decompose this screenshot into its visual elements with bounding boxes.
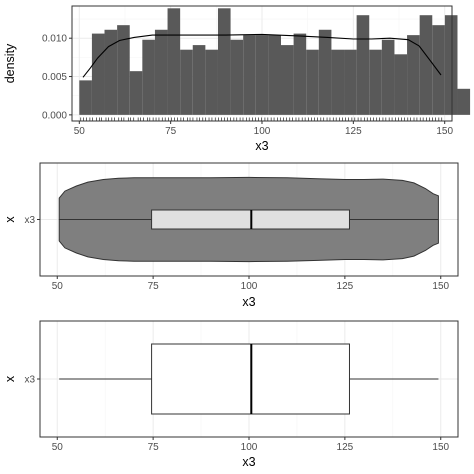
- x-tick-label: 150: [432, 281, 449, 292]
- y-axis-title: density: [3, 43, 17, 83]
- density-curve: [82, 33, 442, 78]
- y-tick-label: 0.005: [42, 72, 67, 83]
- x-tick-label: 150: [436, 126, 453, 137]
- histogram-bar: [268, 35, 281, 115]
- x-tick-label: 50: [52, 442, 64, 453]
- y-axis-title: x: [3, 375, 17, 382]
- x-axis-title: x3: [255, 139, 268, 153]
- histogram-bar: [154, 29, 168, 115]
- histogram-bar: [318, 29, 332, 115]
- x-tick-label: 50: [74, 126, 86, 137]
- histogram-bar: [104, 29, 118, 115]
- histogram-bar: [281, 45, 294, 115]
- histogram-bar: [293, 33, 307, 115]
- histogram-bar: [129, 71, 143, 115]
- x-tick-label: 100: [241, 442, 258, 453]
- histogram-panel: 0.000 0.005 0.010 density 50 75 100 125 150 x3: [3, 5, 471, 153]
- x-tick-label: 75: [148, 281, 160, 292]
- histogram-bar: [394, 54, 408, 115]
- histogram-bar: [444, 15, 458, 115]
- x-tick-label: 125: [337, 442, 354, 453]
- y-tick-label: x3: [24, 375, 35, 386]
- x-tick-label: 75: [148, 442, 160, 453]
- histogram-bar: [331, 49, 345, 115]
- y-tick-label: 0.010: [42, 34, 67, 45]
- x-tick-label: 125: [337, 281, 354, 292]
- histogram-bar: [306, 49, 319, 115]
- histogram-bar: [117, 25, 130, 115]
- histogram-bar: [79, 80, 92, 115]
- histogram-bar: [419, 15, 433, 115]
- histogram-bar: [356, 15, 370, 115]
- histogram-bar: [381, 39, 395, 115]
- histogram-bar: [255, 35, 269, 115]
- histogram-bar: [457, 88, 471, 115]
- histogram-bar: [432, 25, 445, 115]
- boxplot-panel: x3 x 50 75 100 125 150 x3: [3, 320, 459, 469]
- histogram-bar: [142, 39, 155, 115]
- violin-panel: x3 x 50 75 100 125 150 x3: [3, 162, 459, 309]
- histogram-bar: [167, 8, 181, 115]
- x-tick-label: 50: [52, 281, 64, 292]
- x-tick-label: 125: [345, 126, 362, 137]
- x-tick-label: 100: [241, 281, 258, 292]
- x-tick-label: 75: [165, 126, 177, 137]
- histogram-bar: [369, 49, 382, 115]
- y-axis-title: x: [3, 216, 17, 223]
- histogram-bar: [192, 45, 206, 115]
- x-tick-label: 150: [432, 442, 449, 453]
- x-tick-label: 100: [254, 126, 271, 137]
- histogram-bar: [217, 8, 231, 115]
- x-axis-title: x3: [242, 295, 255, 309]
- histogram-bar: [407, 35, 420, 115]
- histogram-bar: [344, 49, 357, 115]
- histogram-bar: [180, 49, 193, 115]
- y-tick-label: 0.000: [42, 110, 67, 121]
- x-axis-title: x3: [242, 455, 255, 469]
- histogram-bar: [205, 49, 218, 115]
- histogram-bar: [243, 35, 256, 115]
- histogram-bar: [230, 39, 244, 115]
- histogram-bar: [91, 33, 105, 115]
- y-tick-label: x3: [24, 215, 35, 226]
